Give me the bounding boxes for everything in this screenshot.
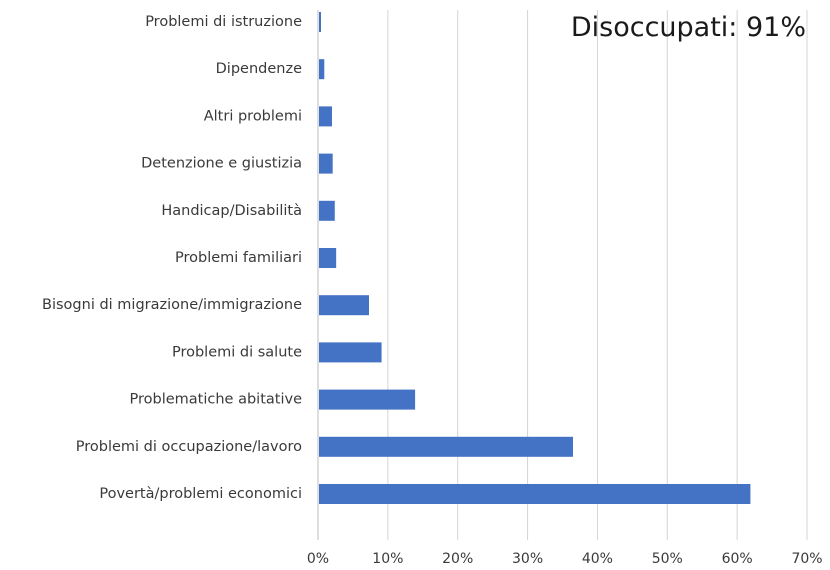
category-label: Bisogni di migrazione/immigrazione bbox=[42, 297, 302, 313]
bar bbox=[319, 295, 369, 316]
category-label: Dipendenze bbox=[216, 61, 302, 77]
bar bbox=[319, 436, 573, 457]
bar bbox=[319, 12, 321, 32]
bar bbox=[319, 59, 325, 80]
category-label: Problematiche abitative bbox=[130, 392, 303, 408]
bar bbox=[319, 342, 382, 363]
x-tick-label: 0% bbox=[307, 551, 329, 567]
bar bbox=[319, 389, 416, 410]
bar bbox=[319, 248, 337, 268]
x-tick-label: 60% bbox=[722, 551, 753, 567]
category-labels: Problemi di istruzione Dipendenze Altri pr… bbox=[42, 14, 302, 502]
unemployed-annotation: Disoccupati: 91% bbox=[570, 12, 806, 43]
x-axis-ticks: 0% 10% 20% 30% 40% 50% 60% 70% bbox=[307, 551, 823, 567]
bar bbox=[319, 200, 335, 221]
category-label: Problemi familiari bbox=[175, 250, 302, 266]
category-label: Altri problemi bbox=[204, 108, 302, 124]
category-label: Problemi di occupazione/lavoro bbox=[76, 439, 302, 455]
x-tick-label: 50% bbox=[652, 551, 683, 567]
category-label: Detenzione e giustizia bbox=[141, 156, 302, 172]
bar bbox=[319, 484, 751, 504]
category-label: Povertà/problemi economici bbox=[99, 486, 302, 502]
category-label: Problemi di salute bbox=[172, 344, 302, 360]
category-label: Handicap/Disabilità bbox=[161, 203, 302, 219]
gridlines bbox=[317, 10, 808, 540]
x-tick-label: 70% bbox=[791, 551, 822, 567]
x-tick-label: 40% bbox=[582, 551, 613, 567]
category-label: Problemi di istruzione bbox=[145, 14, 302, 30]
x-tick-label: 20% bbox=[442, 551, 473, 567]
x-tick-label: 30% bbox=[512, 551, 543, 567]
bar bbox=[319, 153, 333, 174]
bars bbox=[319, 12, 751, 504]
x-tick-label: 10% bbox=[372, 551, 403, 567]
bar bbox=[319, 106, 332, 127]
